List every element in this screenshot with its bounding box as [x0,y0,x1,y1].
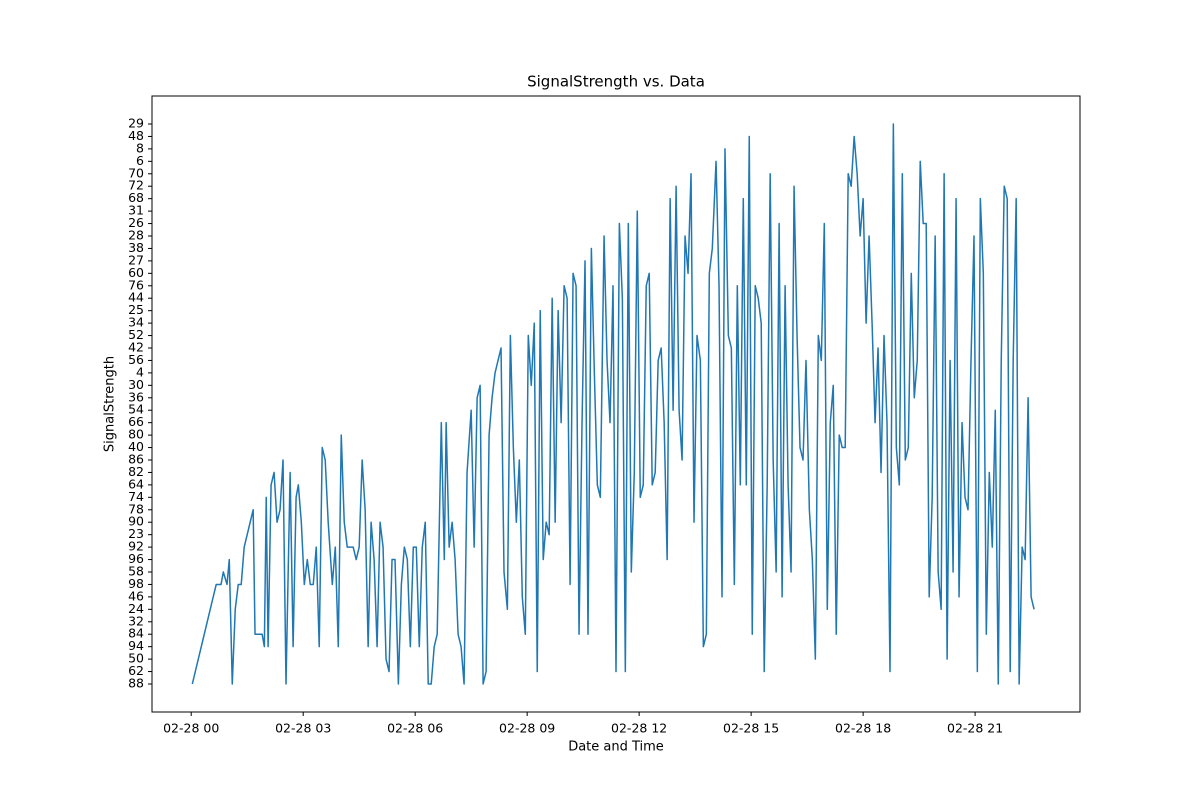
y-tick-label: 72 [128,178,144,193]
y-tick-label: 66 [128,414,144,429]
y-tick-label: 40 [128,439,144,454]
y-tick-label: 46 [128,588,144,603]
y-tick-label: 36 [128,389,144,404]
y-tick-label: 6 [136,153,144,168]
data-line [191,123,1035,685]
y-tick-label: 32 [128,613,144,628]
y-tick-label: 86 [128,452,144,467]
x-axis-label: Date and Time [568,740,664,755]
y-axis-label: SignalStrength [103,356,118,452]
y-tick-label: 82 [128,464,144,479]
y-tick-label: 26 [128,215,144,230]
y-tick-label: 24 [128,601,144,616]
y-tick-label: 78 [128,501,144,516]
x-tick-label: 02-28 03 [275,721,331,736]
y-tick-label: 30 [128,377,144,392]
y-tick-label: 34 [128,315,144,330]
y-tick-label: 38 [128,240,144,255]
y-tick-label: 44 [128,290,144,305]
y-tick-label: 42 [128,340,144,355]
y-tick-label: 92 [128,539,144,554]
x-tick-label: 02-28 15 [723,721,779,736]
x-tick-label: 02-28 09 [499,721,555,736]
chart-title: SignalStrength vs. Data [527,73,705,91]
y-tick-label: 8 [136,140,144,155]
y-tick-label: 54 [128,402,144,417]
y-tick-label: 88 [128,676,144,691]
x-tick-label: 02-28 12 [611,721,667,736]
y-tick-label: 31 [128,203,144,218]
y-tick-label: 23 [128,526,144,541]
y-tick-label: 25 [128,302,144,317]
y-tick-label: 98 [128,576,144,591]
y-tick-label: 28 [128,228,144,243]
y-tick-label: 94 [128,638,144,653]
plot-frame [151,95,1081,713]
x-tick-label: 02-28 06 [387,721,443,736]
y-tick-label: 68 [128,190,144,205]
y-tick-label: 27 [128,252,144,267]
x-tick-label: 02-28 21 [947,721,1003,736]
y-tick-label: 64 [128,476,144,491]
y-tick-label: 56 [128,352,144,367]
y-tick-label: 74 [128,489,144,504]
y-tick-label: 80 [128,427,144,442]
y-tick-label: 60 [128,265,144,280]
x-tick-label: 02-28 00 [163,721,219,736]
y-tick-label: 76 [128,277,144,292]
y-tick-label: 29 [128,116,144,131]
y-tick-label: 96 [128,551,144,566]
y-tick-label: 48 [128,128,144,143]
x-tick-label: 02-28 18 [835,721,891,736]
y-tick-label: 58 [128,564,144,579]
y-tick-label: 62 [128,663,144,678]
y-tick-label: 52 [128,327,144,342]
y-tick-label: 90 [128,514,144,529]
y-tick-label: 70 [128,165,144,180]
y-tick-label: 4 [136,364,144,379]
y-tick-label: 50 [128,651,144,666]
y-tick-label: 84 [128,626,144,641]
